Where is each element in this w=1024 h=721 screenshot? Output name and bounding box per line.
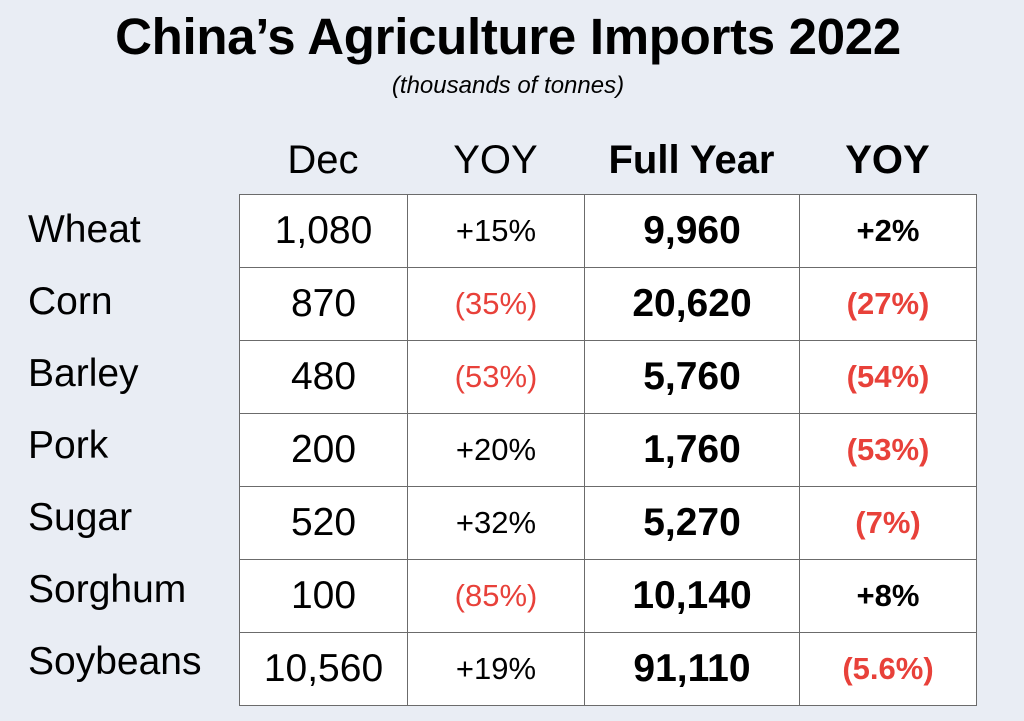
table-row: 200 +20% 1,760 (53%) (239, 413, 977, 487)
cell-dec-yoy: (53%) (407, 340, 585, 414)
row-label-barley: Barley (28, 352, 139, 395)
column-header-dec-yoy: YOY (453, 138, 538, 182)
column-header-full-year-yoy: YOY (845, 138, 930, 182)
cell-dec-yoy: +15% (407, 194, 585, 268)
cell-dec: 200 (239, 413, 408, 487)
cell-dec: 100 (239, 559, 408, 633)
cell-full-year: 91,110 (584, 632, 800, 706)
row-label-wheat: Wheat (28, 208, 141, 251)
row-label-sorghum: Sorghum (28, 568, 187, 611)
cell-full-year-yoy: (5.6%) (799, 632, 977, 706)
row-label-sugar: Sugar (28, 496, 133, 539)
table-row: 480 (53%) 5,760 (54%) (239, 340, 977, 414)
cell-dec: 10,560 (239, 632, 408, 706)
cell-full-year: 9,960 (584, 194, 800, 268)
cell-full-year: 20,620 (584, 267, 800, 341)
cell-dec: 870 (239, 267, 408, 341)
table-row: 1,080 +15% 9,960 +2% (239, 194, 977, 268)
cell-dec-yoy: (85%) (407, 559, 585, 633)
cell-dec: 1,080 (239, 194, 408, 268)
column-header-dec: Dec (287, 138, 359, 182)
data-table: 1,080 +15% 9,960 +2% 870 (35%) 20,620 (27%) 480(… (239, 194, 977, 706)
table-body: 1,080 +15% 9,960 +2% 870 (35%) 20,620 (27%) 480(… (239, 194, 977, 706)
cell-full-year-yoy: +2% (799, 194, 977, 268)
cell-full-year: 5,270 (584, 486, 800, 560)
row-label-pork: Pork (28, 424, 109, 467)
table-row: 520 +32% 5,270 (7%) (239, 486, 977, 560)
cell-full-year: 10,140 (584, 559, 800, 633)
row-label-soybeans: Soybeans (28, 640, 202, 683)
table-row: 10,560 +19% 91,110 (5.6%) (239, 632, 977, 706)
cell-full-year-yoy: +8% (799, 559, 977, 633)
cell-full-year-yoy: (54%) (799, 340, 977, 414)
cell-dec: 520 (239, 486, 408, 560)
cell-full-year: 5,760 (584, 340, 800, 414)
cell-full-year: 1,760 (584, 413, 800, 487)
cell-full-year-yoy: (7%) (799, 486, 977, 560)
cell-dec: 480 (239, 340, 408, 414)
cell-dec-yoy: (35%) (407, 267, 585, 341)
row-label-corn: Corn (28, 280, 113, 323)
cell-full-year-yoy: (27%) (799, 267, 977, 341)
table-row: 870 (35%) 20,620 (27%) (239, 267, 977, 341)
chart-title: China’s Agriculture Imports 2022 (115, 8, 901, 65)
cell-full-year-yoy: (53%) (799, 413, 977, 487)
cell-dec-yoy: +32% (407, 486, 585, 560)
cell-dec-yoy: +20% (407, 413, 585, 487)
table-row: 100 (85%) 10,140 +8% (239, 559, 977, 633)
cell-dec-yoy: +19% (407, 632, 585, 706)
column-header-full-year: Full Year (608, 138, 775, 182)
chart-subtitle: (thousands of tonnes) (391, 72, 625, 99)
